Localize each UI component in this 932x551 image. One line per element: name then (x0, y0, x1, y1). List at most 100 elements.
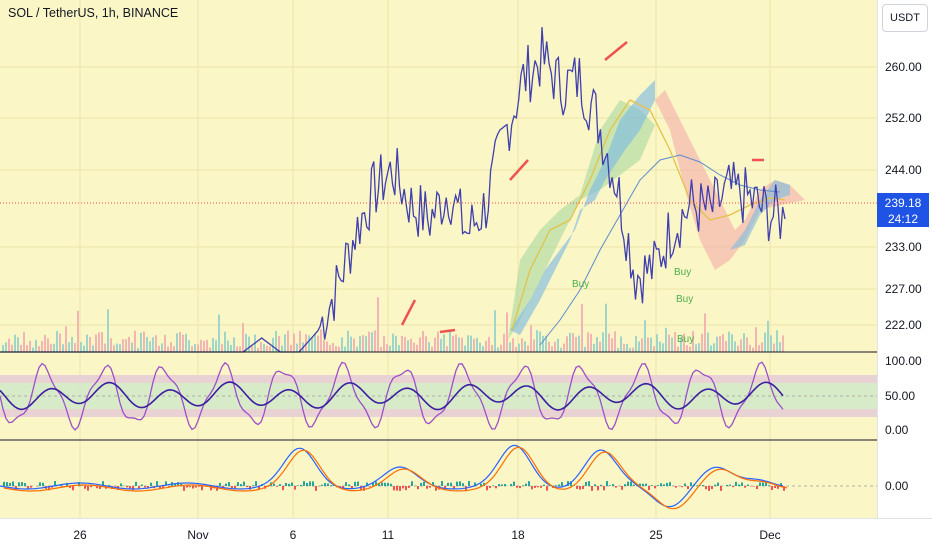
macd-hist-bar (225, 484, 227, 486)
macd-hist-bar (231, 486, 233, 488)
volume-bar (59, 334, 61, 352)
macd-hist-bar (6, 482, 8, 486)
volume-bar (455, 334, 457, 352)
volume-bar (383, 336, 385, 352)
volume-bar (269, 346, 271, 352)
volume-bar (293, 334, 295, 352)
macd-hist-bar (543, 485, 545, 486)
volume-bar (533, 339, 535, 352)
volume-bar (53, 344, 55, 352)
macd-hist-bar (714, 485, 716, 486)
macd-hist-bar (450, 483, 452, 486)
volume-bar (206, 340, 208, 352)
volume-bar (476, 338, 478, 352)
macd-hist-bar (330, 485, 332, 486)
macd-hist-bar (120, 483, 122, 486)
macd-hist-bar (609, 485, 611, 486)
volume-bar (350, 337, 352, 352)
macd-hist-bar (555, 485, 557, 486)
volume-bar (341, 337, 343, 352)
volume-bar (335, 346, 337, 352)
volume-bar (344, 347, 346, 352)
volume-bar (581, 304, 583, 352)
volume-bar (425, 336, 427, 352)
volume-bar (89, 337, 91, 352)
volume-bar (260, 342, 262, 352)
volume-bar (761, 342, 763, 352)
macd-hist-bar (612, 484, 614, 486)
volume-bar (524, 341, 526, 352)
volume-bar (770, 335, 772, 352)
volume-bar (251, 346, 253, 352)
volume-bar (767, 321, 769, 352)
macd-hist-bar (126, 486, 128, 487)
macd-hist-bar (144, 486, 146, 487)
volume-bar (158, 346, 160, 352)
macd-hist-bar (546, 486, 548, 491)
macd-hist-bar (600, 485, 602, 486)
trend-marker (440, 330, 455, 332)
volume-bar (65, 326, 67, 352)
volume-bar (665, 328, 667, 352)
volume-bar (731, 334, 733, 352)
volume-bar (191, 346, 193, 352)
volume-bar (92, 345, 94, 352)
macd-hist-bar (456, 482, 458, 486)
y-tick-label: 227.00 (885, 282, 922, 296)
macd-hist-bar (309, 481, 311, 486)
macd-hist-bar (510, 484, 512, 486)
macd-hist-bar (459, 481, 461, 486)
volume-bar (749, 345, 751, 352)
macd-hist-bar (315, 486, 317, 491)
volume-bar (440, 339, 442, 352)
volume-bar (707, 333, 709, 352)
volume-bar (101, 332, 103, 352)
volume-bar (431, 347, 433, 352)
volume-bar (128, 337, 130, 352)
volume-bar (263, 344, 265, 352)
volume-bar (428, 342, 430, 352)
volume-bar (485, 341, 487, 352)
currency-button[interactable]: USDT (882, 4, 928, 32)
volume-bar (83, 346, 85, 352)
macd-hist-bar (702, 485, 704, 486)
macd-hist-bar (381, 482, 383, 486)
macd-hist-bar (30, 486, 32, 488)
volume-bar (377, 297, 379, 352)
macd-hist-bar (354, 482, 356, 486)
macd-hist-bar (393, 486, 395, 490)
volume-bar (752, 348, 754, 352)
volume-bar (359, 336, 361, 352)
volume-bar (134, 331, 136, 352)
macd-hist-bar (603, 486, 605, 490)
price-axis[interactable] (877, 0, 932, 518)
volume-bar (389, 346, 391, 352)
time-axis[interactable] (0, 518, 932, 551)
volume-bar (704, 313, 706, 352)
macd-hist-bar (192, 486, 194, 488)
y-tick-label: 233.00 (885, 240, 922, 254)
buy-signal-label: Buy (572, 279, 589, 290)
volume-bar (38, 346, 40, 352)
volume-bar (668, 335, 670, 352)
volume-bar (569, 333, 571, 352)
macd-hist-bar (447, 483, 449, 486)
volume-bar (11, 345, 13, 352)
macd-hist-bar (597, 486, 599, 490)
volume-bar (608, 333, 610, 352)
volume-bar (398, 345, 400, 352)
volume-bar (62, 344, 64, 352)
macd-hist-bar (396, 486, 398, 491)
macd-hist-bar (687, 486, 689, 489)
volume-bar (386, 344, 388, 352)
volume-bar (182, 335, 184, 352)
volume-bar (413, 343, 415, 352)
volume-bar (419, 337, 421, 352)
x-tick-label: 6 (290, 528, 297, 542)
volume-bar (98, 332, 100, 352)
volume-bar (194, 344, 196, 352)
macd-hist-bar (657, 485, 659, 486)
macd-hist-bar (357, 482, 359, 486)
volume-bar (617, 348, 619, 352)
